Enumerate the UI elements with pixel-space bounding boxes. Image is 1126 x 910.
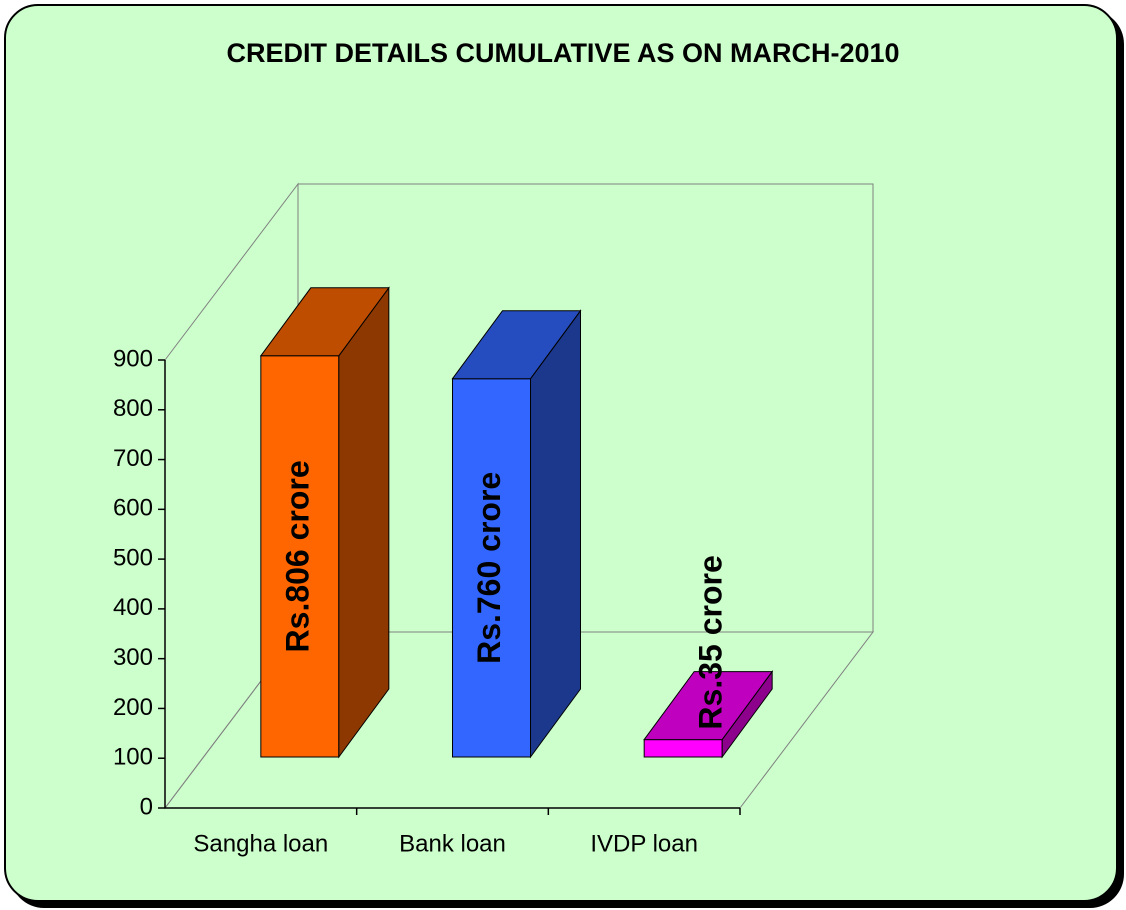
value-label: Rs.35 crore [693, 555, 729, 729]
y-tick-label: 0 [140, 793, 153, 820]
bar-top [451, 310, 582, 380]
y-tick-label: 500 [113, 544, 153, 571]
value-label: Rs.760 crore [471, 472, 507, 664]
bar-side [338, 286, 390, 759]
y-tick-label: 900 [113, 345, 153, 372]
bar [451, 309, 582, 759]
bar-front [643, 739, 723, 758]
y-tick-label: 600 [113, 495, 153, 522]
bar [643, 670, 774, 759]
y-tick-label: 300 [113, 644, 153, 671]
x-tick-label: IVDP loan [590, 830, 698, 857]
bar [259, 286, 390, 759]
bar-top [643, 671, 774, 741]
bar-top [259, 287, 390, 357]
value-label: Rs.806 crore [279, 460, 315, 652]
y-tick-label: 200 [113, 694, 153, 721]
y-tick-label: 400 [113, 594, 153, 621]
y-tick-label: 700 [113, 445, 153, 472]
x-tick-label: Bank loan [399, 830, 506, 857]
x-tick-label: Sangha loan [193, 830, 328, 857]
bar-side [530, 309, 581, 759]
chart-title: CREDIT DETAILS CUMULATIVE AS ON MARCH-20… [226, 38, 900, 68]
y-tick-label: 100 [113, 744, 153, 771]
y-tick-label: 800 [113, 395, 153, 422]
